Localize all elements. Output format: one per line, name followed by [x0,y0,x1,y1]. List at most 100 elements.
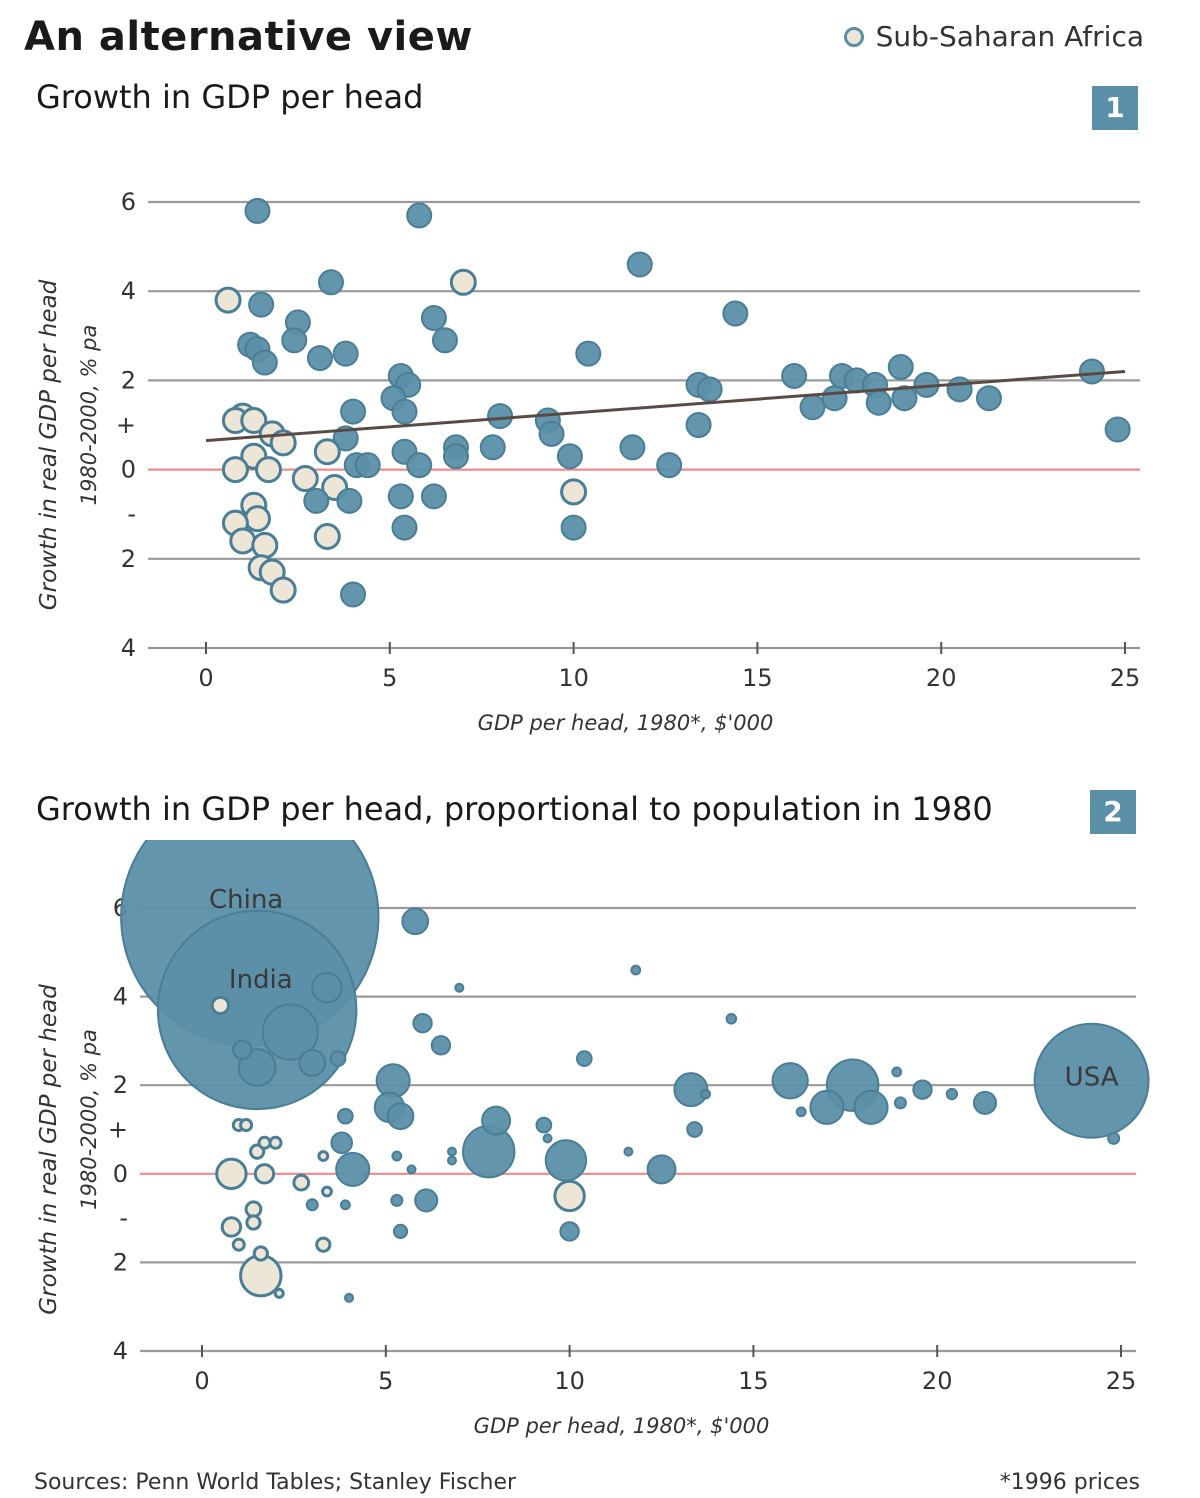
chart2-point-africa [244,1200,263,1219]
chart2-badge: 2 [1090,790,1136,834]
chart1-ytick-label: 6 [121,188,136,216]
chart2-point [542,1133,553,1144]
page-title: An alternative view [24,14,473,60]
chart2-point [700,1088,712,1100]
chart2-x-axis-title: GDP per head, 1980*, $'000 [474,1414,770,1438]
chart1-point [575,340,602,367]
chart2-ytick-label: 0 [113,1160,128,1188]
chart2-point [412,1012,433,1034]
chart1-point [722,300,749,327]
chart1-point [340,581,367,608]
chart1-point [538,420,565,447]
chart1-point [406,452,433,479]
chart2-point [544,1139,588,1182]
chart2-point-africa [268,1135,283,1150]
chart2-ytick-label: - [119,1204,128,1232]
chart2-point-africa [245,1214,262,1231]
chart2-point-africa [273,1287,285,1299]
chart1-xtick-label: 0 [198,664,213,692]
chart2-point [430,1035,452,1056]
chart2-point [406,1164,417,1175]
chart2-point-africa [315,1236,332,1253]
chart1-point [626,251,653,278]
chart1-point [406,202,433,229]
chart2-point [311,972,343,1004]
chart2-point [298,1049,327,1077]
chart2-point [686,1121,703,1138]
chart1-point [1078,358,1105,385]
legend-label: Sub-Saharan Africa [875,20,1144,53]
chart1-point [306,345,333,372]
chart1-point-africa [251,531,279,559]
chart2-point [232,1039,253,1060]
chart1-point [479,434,506,461]
chart2-ytick-label: + [108,1116,128,1144]
chart1-point-africa [240,407,268,435]
chart2-xtick-label: 0 [194,1367,209,1395]
chart2-point [344,1292,355,1303]
chart2-point-africa [231,1237,246,1252]
chart1-point [781,362,808,389]
chart1-point-africa [254,456,282,484]
chart1-point [799,394,826,421]
chart1-x-axis-title: GDP per head, 1980*, $'000 [478,711,774,735]
chart2-point [414,1188,439,1213]
chart2-point-africa [239,1118,254,1133]
chart2-point [771,1062,809,1100]
chart2-point [893,1096,907,1110]
chart2-point [1107,1131,1121,1145]
chart1-point-africa [221,456,249,484]
chart1-point [248,291,275,318]
chart2-xtick-label: 25 [1106,1367,1137,1395]
legend: Sub-Saharan Africa [843,20,1144,53]
chart2-point [673,1072,709,1108]
chart2-ytick-label: 2 [113,1248,128,1276]
chart1-point [442,443,469,470]
chart2-y-axis-subtitle: 1980-2000, % pa [77,1029,101,1210]
chart1-ytick-label: 2 [121,545,136,573]
chart2-ytick-label: 2 [113,1071,128,1099]
chart1-ytick-label: + [116,411,136,439]
chart2-point [329,1050,347,1067]
chart1-xtick-label: 5 [382,664,397,692]
chart1-point-africa [229,527,257,555]
chart1-xtick-label: 10 [558,664,589,692]
chart2-point-africa [220,1216,243,1238]
chart2-point [972,1090,998,1115]
chart1-y-axis-title: Growth in real GDP per head [36,279,62,610]
chart2-point-africa [253,1163,276,1185]
chart2-point [630,964,642,976]
chart2-point [330,1131,353,1155]
chart1-point [332,425,359,452]
chart1-point-africa [269,429,297,457]
chart2-point-africa [257,1135,272,1150]
chart2-xtick-label: 5 [378,1367,393,1395]
chart2-point [305,1198,319,1212]
chart2-point [339,1199,351,1211]
sources-note: Sources: Penn World Tables; Stanley Fisc… [34,1470,517,1495]
chart2-point-africa [553,1179,586,1213]
chart1-point [251,349,278,376]
chart1-point [303,487,330,514]
chart2-point [391,1150,403,1162]
chart2-point [446,1155,457,1166]
chart1-point [431,327,458,354]
chart1-ytick-label: 4 [121,277,136,305]
chart1-point-africa [269,576,297,604]
chart1-y-axis-subtitle: 1980-2000, % pa [77,325,101,506]
chart2-xtick-label: 15 [738,1367,769,1395]
chart2-point [337,1107,354,1125]
chart2-annotation-usa: USA [1065,1062,1119,1092]
chart2-point [623,1146,634,1157]
chart2-ytick-label: 4 [113,1337,128,1365]
chart1-point [336,487,363,514]
chart1-point [340,398,367,425]
chart2-point [261,1003,319,1061]
chart2-annotation-india: India [229,965,293,995]
chart2-xtick-label: 20 [922,1367,953,1395]
chart1-point [975,385,1002,412]
chart2-point [454,982,465,993]
chart2-point-africa [321,1185,333,1198]
chart1-point-africa [449,268,477,296]
